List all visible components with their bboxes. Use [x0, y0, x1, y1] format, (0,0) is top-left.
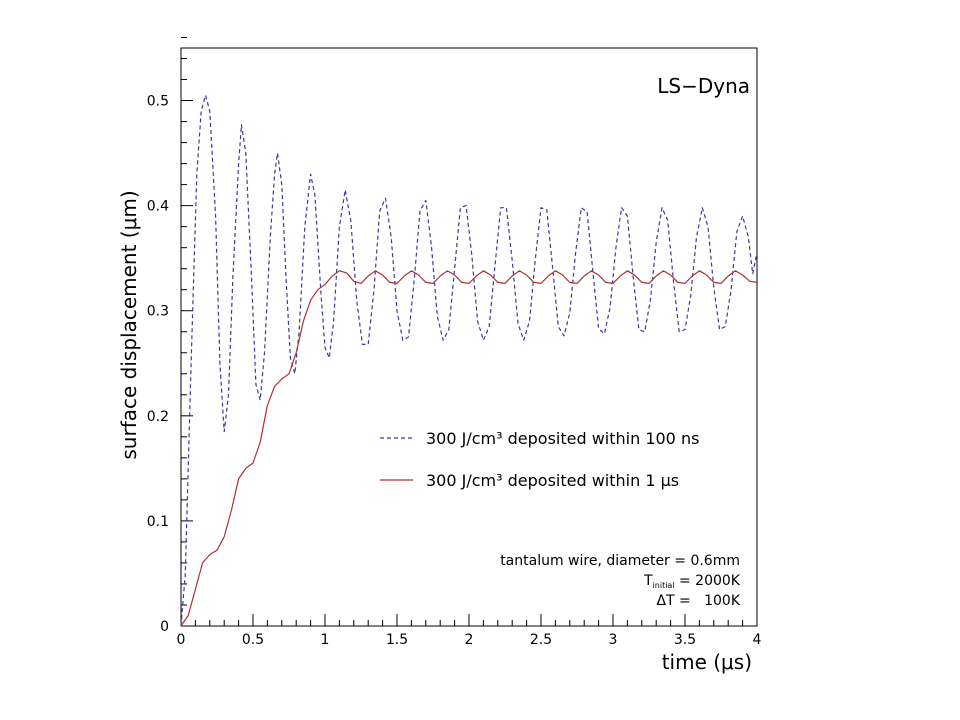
series-line-solid [180, 270, 758, 627]
y-tick-label: 0.5 [147, 94, 169, 110]
axes: 0 0.5 1 1.5 2 2.5 3 3.5 4 0 0.1 0.2 0.3 0.4 0.5 [147, 36, 762, 648]
y-tick-label: 0 [160, 619, 169, 635]
annotation-t-symbol: T [643, 573, 653, 589]
annotation-wire: tantalum wire, diameter = 0.6mm [500, 553, 740, 569]
legend-label-dashed: 300 J/cm³ deposited within 100 ns [426, 429, 699, 448]
x-tick-label: 2.5 [530, 632, 552, 648]
annotation-tinitial: Tinitial = 2000K [643, 573, 741, 590]
annotation-deltat: ΔT = 100K [656, 593, 740, 609]
y-tick-label: 0.4 [147, 199, 169, 215]
y-tick-label: 0.2 [147, 409, 169, 425]
x-tick-label: 4 [753, 632, 762, 648]
y-axis-title: surface displacement (μm) [117, 190, 141, 459]
x-tick-label: 0.5 [242, 632, 264, 648]
annotation-block: tantalum wire, diameter = 0.6mm Tinitial… [500, 553, 741, 609]
y-tick-label: 0.1 [147, 514, 169, 530]
x-axis-title: time (μs) [662, 650, 752, 674]
legend-label-solid: 300 J/cm³ deposited within 1 μs [426, 471, 679, 490]
x-tick-label: 3.5 [674, 632, 696, 648]
x-tick-label: 3 [609, 632, 618, 648]
series-group [180, 94, 758, 627]
y-tick-label: 0.3 [147, 304, 169, 320]
corner-label: LS−Dyna [657, 74, 750, 98]
x-tick-label: 0 [177, 632, 186, 648]
series-line-dashed [180, 94, 758, 627]
plot-frame [180, 47, 758, 627]
x-tick-label: 2 [465, 632, 474, 648]
annotation-t-subscript: initial [653, 581, 675, 590]
legend: 300 J/cm³ deposited within 100 ns 300 J/… [380, 429, 699, 490]
annotation-t-value: = 2000K [675, 573, 741, 589]
x-tick-label: 1 [321, 632, 330, 648]
x-tick-label: 1.5 [386, 632, 408, 648]
